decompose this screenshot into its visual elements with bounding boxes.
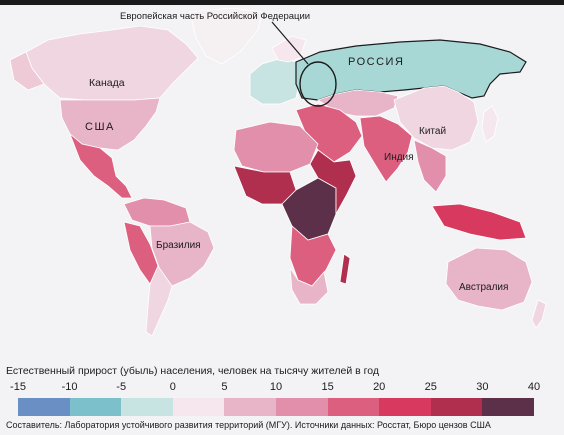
region-south-africa xyxy=(289,267,329,305)
legend-swatch xyxy=(327,398,380,416)
legend-tick-label: -10 xyxy=(61,381,78,393)
region-southern-cone xyxy=(145,265,173,337)
label-brazil: Бразилия xyxy=(156,240,201,251)
label-canada: Канада xyxy=(89,77,125,89)
legend-tick-label: 5 xyxy=(221,381,228,393)
region-new-zealand xyxy=(531,299,547,329)
region-scandinavia xyxy=(271,35,307,63)
footer-credits: Составитель: Лаборатория устойчивого раз… xyxy=(6,420,491,430)
legend-tick-label: 20 xyxy=(373,381,386,393)
legend-swatch xyxy=(121,398,173,416)
legend-tick-label: 10 xyxy=(269,381,283,393)
world-map xyxy=(0,5,564,355)
label-australia: Австралия xyxy=(459,282,509,293)
region-india xyxy=(359,115,413,183)
legend-color-bar xyxy=(18,398,534,416)
label-usa: США xyxy=(85,121,115,133)
label-india: Индия xyxy=(384,152,414,163)
region-brazil xyxy=(149,221,215,287)
euro-russia-pointer xyxy=(271,21,309,65)
legend-swatch xyxy=(224,398,276,416)
region-madagascar xyxy=(339,253,351,285)
label-china: Китай xyxy=(419,126,447,137)
legend-swatch xyxy=(379,398,431,416)
legend-swatch xyxy=(18,398,70,416)
label-russia: РОССИЯ xyxy=(348,56,405,68)
region-canada xyxy=(25,25,199,101)
euro-russia-label: Европейская часть Российской Федерации xyxy=(120,11,311,22)
legend-swatch xyxy=(172,398,225,416)
top-border xyxy=(0,0,564,5)
region-southeast-asia xyxy=(413,139,447,193)
region-indonesia xyxy=(431,203,527,241)
legend-swatch xyxy=(430,398,483,416)
legend-tick-label: 40 xyxy=(527,381,541,393)
legend-title: Естественный прирост (убыль) населения, … xyxy=(6,365,379,377)
legend-swatch xyxy=(482,398,534,416)
region-east-africa xyxy=(309,149,357,216)
legend-tick-label: -5 xyxy=(116,381,127,393)
euro-russia-highlight xyxy=(299,61,337,107)
region-southern-africa xyxy=(289,225,337,287)
legend-tick-label: 15 xyxy=(321,381,334,393)
legend-ticks: -15 -10 -5 0 5 10 15 20 25 30 40 xyxy=(0,381,564,395)
legend-tick-label: 25 xyxy=(424,381,437,393)
legend-tick-label: 0 xyxy=(169,381,176,393)
region-alaska xyxy=(9,51,45,91)
legend-tick-label: -15 xyxy=(10,381,26,393)
region-japan xyxy=(481,105,499,143)
region-australia xyxy=(445,247,533,311)
legend-tick-label: 30 xyxy=(476,381,489,393)
region-north-africa xyxy=(233,121,319,173)
region-mexico xyxy=(69,132,133,199)
region-greenland xyxy=(189,7,263,65)
legend-swatch xyxy=(69,398,122,416)
legend-swatch xyxy=(275,398,328,416)
